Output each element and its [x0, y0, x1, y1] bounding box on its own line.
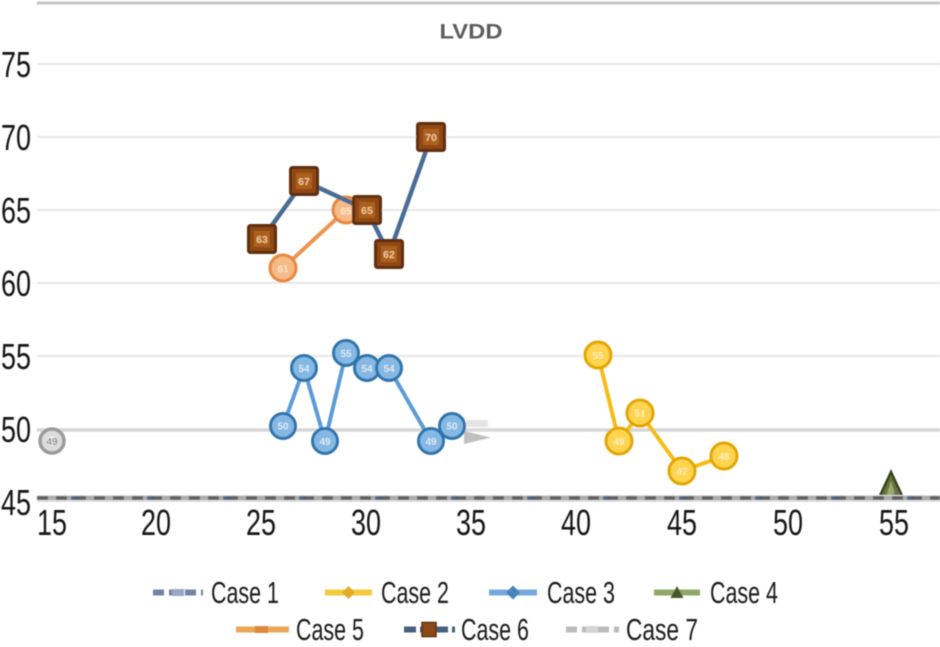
svg-text:54: 54 [383, 364, 395, 375]
svg-text:45: 45 [667, 502, 697, 543]
svg-text:49: 49 [319, 437, 331, 448]
svg-text:70: 70 [1, 117, 31, 158]
svg-text:Case 5: Case 5 [296, 612, 364, 642]
svg-text:55: 55 [1, 336, 31, 377]
svg-text:49: 49 [46, 437, 58, 448]
svg-text:40: 40 [561, 502, 591, 543]
svg-text:48: 48 [718, 452, 730, 463]
svg-text:61: 61 [277, 265, 289, 276]
svg-text:Case 1: Case 1 [211, 575, 279, 610]
svg-text:35: 35 [456, 502, 486, 543]
svg-text:65: 65 [361, 205, 373, 217]
svg-text:65: 65 [340, 207, 352, 218]
svg-text:65: 65 [1, 190, 31, 231]
svg-text:70: 70 [425, 132, 437, 144]
svg-text:63: 63 [256, 234, 268, 246]
svg-text:67: 67 [298, 176, 310, 188]
svg-text:51: 51 [634, 409, 646, 420]
svg-text:62: 62 [383, 249, 395, 261]
svg-text:50: 50 [446, 422, 458, 433]
svg-text:49: 49 [613, 437, 625, 448]
svg-text:47: 47 [676, 467, 688, 478]
svg-text:Case 3: Case 3 [547, 575, 615, 610]
svg-text:Case 2: Case 2 [381, 575, 449, 610]
svg-text:Case 7: Case 7 [626, 612, 698, 642]
svg-text:60: 60 [1, 263, 31, 304]
svg-text:49: 49 [425, 437, 437, 448]
svg-text:50: 50 [277, 422, 289, 433]
svg-text:55: 55 [879, 502, 909, 543]
svg-text:30: 30 [351, 502, 381, 543]
svg-text:50: 50 [773, 502, 803, 543]
svg-text:Case 6: Case 6 [461, 612, 529, 642]
svg-text:54: 54 [361, 364, 373, 375]
svg-text:45: 45 [1, 482, 31, 523]
svg-text:15: 15 [37, 502, 67, 543]
svg-text:Case 4: Case 4 [710, 575, 778, 610]
svg-text:55: 55 [340, 349, 352, 360]
svg-text:20: 20 [141, 502, 171, 543]
svg-text:55: 55 [592, 351, 604, 362]
svg-text:25: 25 [246, 502, 276, 543]
svg-text:54: 54 [298, 364, 310, 375]
svg-text:LVDD: LVDD [440, 20, 503, 44]
svg-text:50: 50 [1, 409, 31, 450]
svg-text:75: 75 [1, 44, 31, 85]
